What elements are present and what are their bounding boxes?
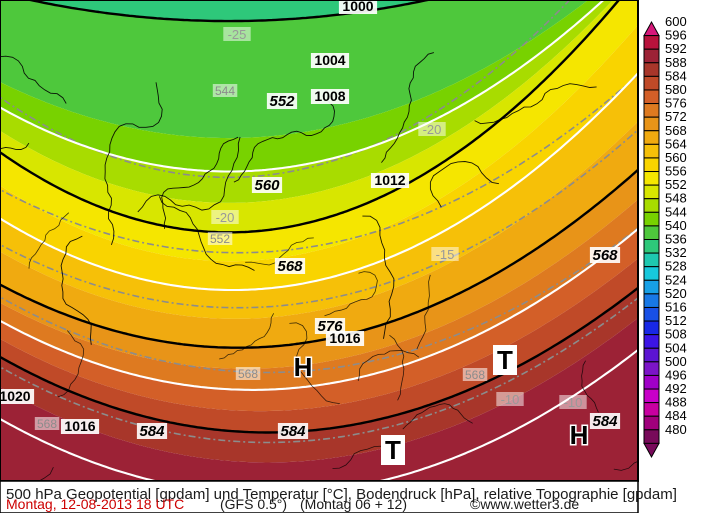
- svg-text:568: 568: [592, 247, 618, 264]
- svg-text:552: 552: [269, 93, 295, 110]
- svg-text:480: 480: [665, 422, 687, 437]
- svg-text:T: T: [385, 435, 401, 465]
- svg-text:T: T: [497, 345, 513, 375]
- svg-text:1020: 1020: [0, 388, 31, 404]
- svg-text:544: 544: [215, 84, 235, 98]
- svg-text:1004: 1004: [314, 52, 345, 68]
- svg-text:568: 568: [238, 367, 258, 381]
- svg-text:1000: 1000: [342, 0, 373, 14]
- svg-text:568: 568: [277, 258, 303, 275]
- svg-text:560: 560: [254, 177, 280, 194]
- svg-text:1012: 1012: [374, 172, 405, 188]
- svg-text:584: 584: [592, 413, 618, 430]
- svg-text:1008: 1008: [314, 88, 345, 104]
- svg-text:(Montag 06 + 12): (Montag 06 + 12): [300, 496, 407, 512]
- svg-text:568: 568: [465, 368, 485, 382]
- svg-text:1016: 1016: [64, 418, 95, 434]
- svg-text:-25: -25: [228, 27, 247, 42]
- svg-text:1016: 1016: [329, 330, 360, 346]
- svg-text:-20: -20: [216, 210, 235, 225]
- svg-text:584: 584: [280, 423, 306, 440]
- svg-text:©www.wetter3.de: ©www.wetter3.de: [470, 496, 579, 512]
- svg-text:552: 552: [210, 232, 230, 246]
- svg-text:-10: -10: [501, 392, 520, 407]
- svg-text:584: 584: [139, 423, 165, 440]
- svg-text:H: H: [294, 352, 313, 382]
- svg-text:-20: -20: [423, 122, 442, 137]
- svg-text:Montag, 12-08-2013 18 UTC: Montag, 12-08-2013 18 UTC: [6, 496, 184, 512]
- svg-text:(GFS 0.5°): (GFS 0.5°): [220, 496, 287, 512]
- svg-text:H: H: [570, 420, 589, 450]
- svg-text:568: 568: [37, 417, 57, 431]
- svg-text:-10: -10: [564, 395, 583, 410]
- svg-text:-15: -15: [436, 247, 455, 262]
